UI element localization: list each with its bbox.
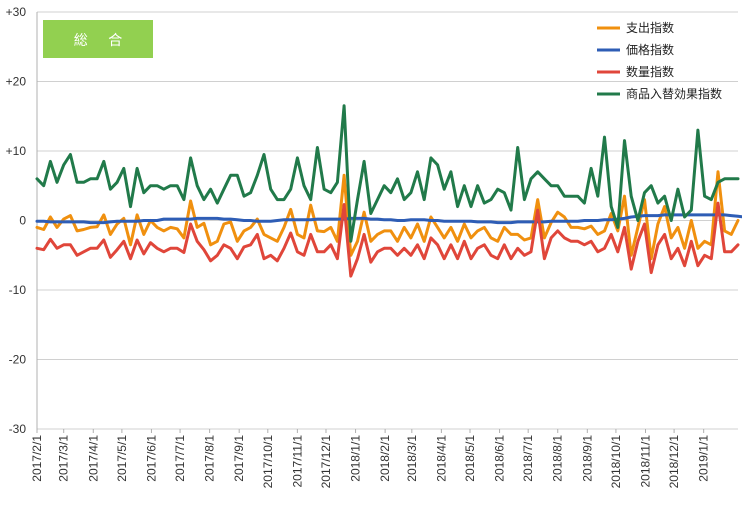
x-tick-label: 2018/1/1: [349, 435, 363, 482]
x-tick-label: 2017/7/1: [173, 435, 187, 482]
x-tick-label: 2017/5/1: [115, 435, 129, 482]
x-tick-label: 2017/4/1: [86, 435, 100, 482]
x-tick-label: 2018/12/1: [667, 435, 681, 489]
y-tick-label: -30: [9, 422, 27, 436]
y-tick-label: 0: [19, 214, 26, 228]
x-tick-label: 2017/8/1: [203, 435, 217, 482]
x-tick-label: 2017/10/1: [261, 435, 275, 489]
series-line-2: [35, 201, 740, 278]
y-tick-label: +10: [6, 144, 27, 158]
x-tick-label: 2017/9/1: [232, 435, 246, 482]
x-tick-label: 2017/11/1: [290, 435, 304, 488]
legend-label-3: 商品入替効果指数: [626, 86, 722, 101]
x-tick-label: 2017/12/1: [319, 435, 333, 489]
x-tick-label: 2018/8/1: [551, 435, 565, 482]
legend-label-0: 支出指数: [626, 20, 674, 35]
category-badge: 総 合: [43, 20, 153, 58]
x-tick-label: 2017/2/1: [30, 435, 44, 482]
legend-label-1: 価格指数: [626, 42, 674, 57]
x-tick-label: 2018/7/1: [521, 435, 535, 482]
x-tick-label: 2017/6/1: [144, 435, 158, 482]
x-tick-label: 2018/2/1: [378, 435, 392, 482]
y-tick-label: +20: [6, 75, 27, 89]
x-tick-label: 2018/3/1: [405, 435, 419, 482]
y-tick-label: +30: [6, 5, 27, 19]
x-axis-tick-labels: 2017/2/1 2017/3/1 2017/4/1 2017/5/1 2017/6/1…: [30, 435, 711, 489]
x-tick-label: 2018/9/1: [580, 435, 594, 482]
y-tick-label: -20: [9, 353, 27, 367]
series-lines: [35, 104, 742, 278]
series-line-3: [35, 104, 740, 243]
category-badge-label: 総 合: [74, 33, 130, 49]
x-tick-label: 2018/4/1: [434, 435, 448, 482]
category-badge-background: [43, 20, 153, 58]
y-axis-tick-labels: +30 +20 +10 0 -10 -20 -30: [6, 5, 27, 436]
x-tick-label: 2018/10/1: [609, 435, 623, 489]
x-tick-label: 2018/11/1: [638, 435, 652, 488]
series-line-1: [35, 213, 742, 225]
y-tick-label: -10: [9, 283, 27, 297]
x-tick-label: 2017/3/1: [57, 435, 71, 482]
legend-label-2: 数量指数: [626, 64, 674, 79]
series-line-0: [35, 170, 740, 261]
x-tick-label: 2018/6/1: [493, 435, 507, 482]
x-tick-label: 2019/1/1: [697, 435, 711, 482]
x-tick-label: 2018/5/1: [463, 435, 477, 482]
